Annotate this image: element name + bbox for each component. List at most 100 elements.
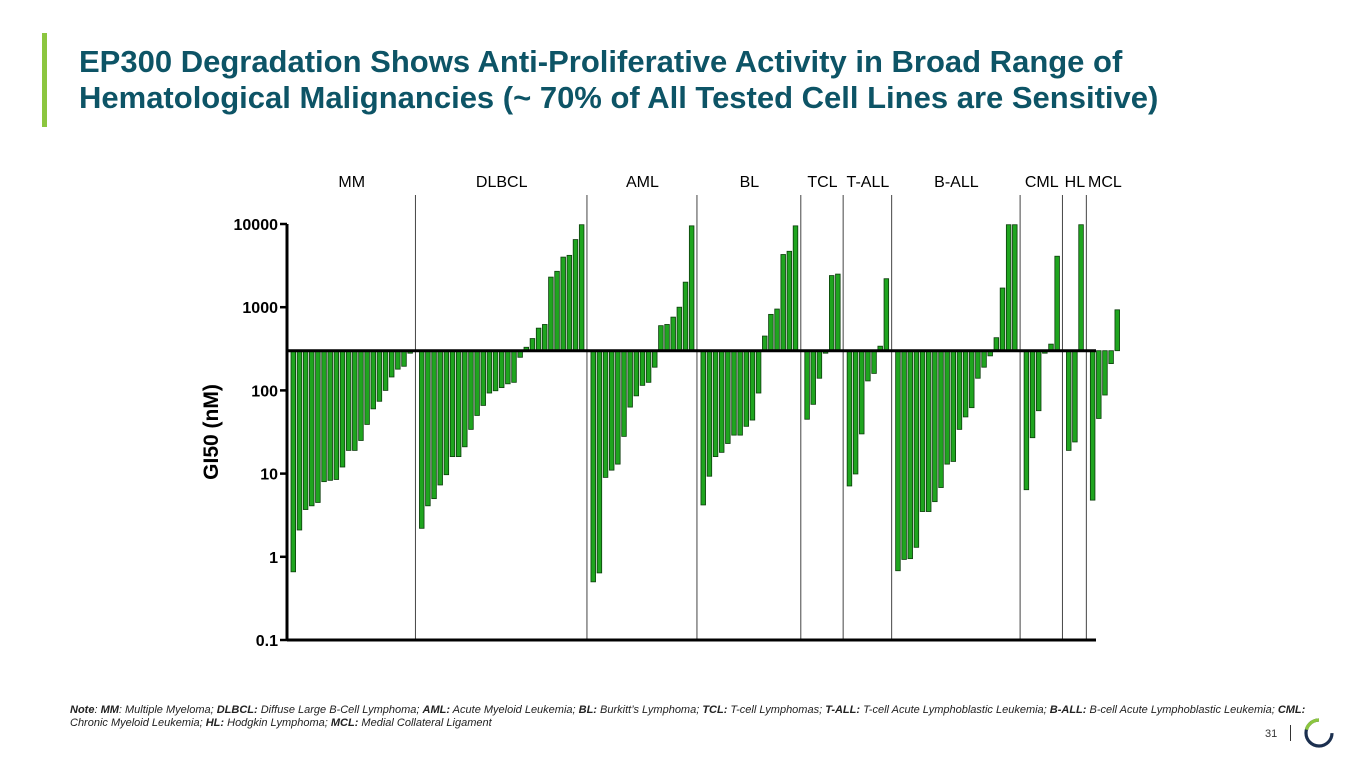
bar-cml-1: [1023, 350, 1030, 491]
bar-tcl-1: [804, 350, 810, 420]
ring-logo-icon: [1304, 718, 1334, 748]
bar-aml-1: [590, 350, 596, 583]
bar-bl-12: [768, 313, 774, 352]
bar-dlbcl-12: [486, 350, 493, 394]
note-abbr: TCL:: [702, 704, 728, 716]
bar-dlbcl-25: [566, 254, 573, 352]
bar-mm-10: [345, 350, 352, 451]
group-label-t-all: T-ALL: [847, 174, 890, 191]
note-abbr: CML:: [1277, 704, 1306, 716]
bar-tcl-5: [829, 275, 835, 352]
bar-dlbcl-27: [578, 224, 585, 352]
bar-mm-5: [315, 350, 321, 503]
bar-mm-4: [309, 350, 315, 507]
bar-dlbcl-16: [511, 350, 517, 383]
bar-tcl-3: [816, 350, 823, 379]
bar-bl-9: [749, 350, 756, 421]
group-label-mcl: MCL: [1088, 174, 1122, 191]
bar-mm-13: [364, 350, 370, 425]
bar-bl-4: [719, 350, 725, 453]
bar-bl-10: [755, 350, 762, 394]
bar-tcl-2: [810, 350, 816, 405]
bar-b-all-8: [938, 350, 944, 488]
bars: [290, 224, 1120, 583]
note-definition: Hodgkin Lymphoma;: [224, 717, 331, 729]
group-label-aml: AML: [626, 174, 659, 191]
bar-b-all-1: [895, 350, 901, 572]
bar-cml-6: [1054, 255, 1060, 352]
y-tick-label: 10: [260, 467, 278, 484]
y-tick-label: 100: [251, 383, 278, 400]
bar-dlbcl-2: [425, 350, 431, 507]
y-axis: 0.1 1 10 100 1000 10000: [234, 217, 1096, 650]
bar-b-all-14: [975, 350, 981, 379]
bar-aml-13: [664, 324, 670, 352]
bar-mm-14: [370, 350, 376, 410]
bar-bl-6: [731, 350, 737, 436]
bar-mm-3: [302, 350, 309, 510]
note-items: MM: Multiple Myeloma; DLBCL: Diffuse Lar…: [70, 704, 1305, 729]
bar-cml-2: [1029, 350, 1036, 439]
group-labels: MM DLBCL AML BL TCL T-ALL B-ALL CML HL MCL: [338, 174, 1122, 191]
note-abbr: MM: [100, 704, 119, 716]
bar-aml-9: [639, 350, 646, 386]
bar-mm-9: [339, 350, 346, 468]
bar-b-all-12: [962, 350, 969, 418]
page-separator: [1290, 725, 1291, 741]
group-label-tcl: TCL: [807, 174, 837, 191]
bar-aml-16: [682, 281, 689, 352]
note-abbr: BL:: [578, 704, 597, 716]
bar-b-all-19: [1005, 224, 1012, 352]
bar-dlbcl-21: [542, 324, 548, 352]
bar-dlbcl-6: [449, 350, 456, 458]
y-tick-label: 1000: [242, 300, 278, 317]
bar-t-all-3: [859, 350, 865, 435]
bar-tcl-6: [835, 273, 841, 352]
bar-b-all-20: [1012, 224, 1018, 352]
bar-mm-11: [352, 350, 358, 451]
bar-t-all-2: [852, 350, 859, 475]
bar-mm-6: [321, 350, 327, 483]
bar-dlbcl-9: [468, 350, 474, 430]
group-separators: [414, 195, 1087, 640]
slide-title-line-1: EP300 Degradation Shows Anti-Proliferati…: [79, 44, 1123, 79]
group-label-bl: BL: [740, 174, 760, 191]
bar-hl-1: [1066, 350, 1072, 451]
bar-aml-5: [615, 350, 621, 465]
bar-bl-11: [762, 335, 768, 352]
bar-mcl-5: [1114, 309, 1120, 352]
note-abbr: DLBCL:: [216, 704, 258, 716]
bar-mcl-1: [1089, 350, 1096, 501]
page-number: 31: [1265, 728, 1278, 740]
bar-aml-11: [652, 350, 658, 368]
bar-mm-15: [376, 350, 383, 402]
bar-dlbcl-10: [474, 350, 480, 416]
bar-mm-18: [395, 350, 401, 370]
y-axis-label: GI50 (nM): [200, 384, 223, 480]
bar-mm-19: [401, 350, 407, 367]
bar-bl-1: [700, 350, 706, 506]
footnote: Note: MM: Multiple Myeloma; DLBCL: Diffu…: [70, 704, 1306, 729]
note-lead: Note: [70, 704, 95, 716]
bar-aml-2: [596, 350, 603, 574]
bar-b-all-10: [950, 350, 956, 462]
bar-aml-4: [609, 350, 615, 471]
bar-dlbcl-4: [437, 350, 443, 486]
bar-dlbcl-14: [498, 350, 505, 389]
bar-b-all-9: [944, 350, 950, 465]
bar-aml-3: [602, 350, 609, 478]
bar-b-all-3: [907, 350, 913, 560]
group-label-hl: HL: [1065, 174, 1086, 191]
bar-bl-2: [706, 350, 713, 477]
bar-cml-3: [1036, 350, 1042, 412]
bar-dlbcl-23: [554, 270, 560, 352]
note-definition: Chronic Myeloid Leukemia;: [70, 717, 206, 729]
note-definition: : Multiple Myeloma;: [118, 704, 217, 716]
bar-b-all-13: [969, 350, 975, 409]
bar-mcl-4: [1108, 350, 1114, 364]
note-abbr: MCL:: [330, 717, 359, 729]
bar-dlbcl-15: [505, 350, 511, 385]
note-abbr: HL:: [205, 717, 225, 729]
bar-b-all-5: [919, 350, 926, 512]
